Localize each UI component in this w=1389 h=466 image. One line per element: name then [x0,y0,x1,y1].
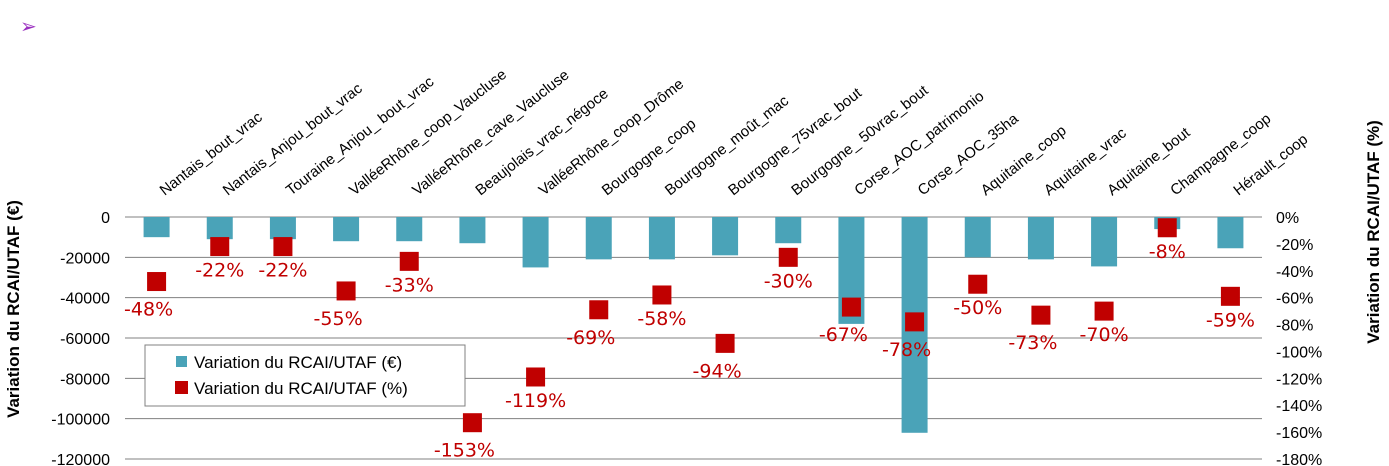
marker-series [147,218,1240,433]
bar [143,217,170,238]
bar [459,217,486,244]
bar [964,217,991,258]
bar [648,217,675,260]
marker-point [715,333,735,353]
legend-box [144,344,466,407]
right-tick-label: -100% [1276,344,1322,361]
marker-point [841,297,861,317]
legend-swatch-bar [176,356,187,367]
category-label: Champagne_coop [1167,110,1274,199]
bar [522,217,549,268]
data-label: -78% [882,339,931,361]
marker-point [210,237,230,257]
right-tick-label: -120% [1276,371,1322,388]
marker-point [968,274,988,294]
legend-swatch-marker [175,381,188,394]
marker-point [652,285,672,305]
left-tick-label: -100000 [51,412,110,429]
category-label: Nantais_bout_vrac [157,108,266,199]
data-label: -69% [566,327,615,349]
legend: Variation du RCAI/UTAF (€) Variation du … [144,344,466,407]
bar [1217,217,1244,249]
bar [1091,217,1118,267]
left-axis-title: Variation du RCAI/UTAF (€) [4,200,23,418]
marker-point [1031,305,1051,325]
marker-point [462,413,482,433]
data-label: -50% [953,297,1002,319]
data-label: -58% [637,308,686,330]
right-tick-label: -180% [1276,452,1322,466]
marker-point [526,367,546,387]
category-labels: Nantais_bout_vracNantais_Anjou_bout_vrac… [157,66,1312,199]
data-label: -59% [1206,309,1255,331]
bar [585,217,612,260]
right-tick-label: -60% [1276,291,1313,308]
right-tick-label: -40% [1276,264,1313,281]
data-label: -30% [764,270,813,292]
left-tick-label: -120000 [51,452,110,466]
marker-point [399,251,419,271]
right-tick-label: -20% [1276,237,1313,254]
data-label: -22% [195,260,244,282]
bar [269,217,296,240]
marker-point [1220,286,1240,306]
bar [333,217,360,242]
left-tick-label: -20000 [60,250,110,267]
right-tick-label: -160% [1276,425,1322,442]
bar [206,217,233,240]
data-label: -119% [505,390,566,412]
data-label: -22% [258,260,307,282]
marker-point [273,237,293,257]
left-tick-label: 0 [101,210,110,227]
data-label: -73% [1008,332,1057,354]
marker-point [336,281,356,301]
legend-label-bar: Variation du RCAI/UTAF (€) [194,353,402,372]
data-label: -153% [434,440,495,462]
bullet-arrow-icon: ➢ [20,14,37,38]
marker-point [589,300,609,320]
data-label: -67% [819,324,868,346]
data-label: -55% [314,308,363,330]
data-label: -70% [1080,324,1129,346]
right-tick-label: 0% [1276,210,1299,227]
right-tick-label: -80% [1276,318,1313,335]
marker-point [147,272,167,292]
marker-point [778,247,798,267]
data-label: -94% [693,360,742,382]
right-axis-title: Variation du RCAI/UTAF (%) [1364,120,1383,344]
bar [775,217,802,244]
left-tick-label: -80000 [60,371,110,388]
data-label: -48% [124,299,173,321]
marker-point [905,312,925,332]
legend-label-marker: Variation du RCAI/UTAF (%) [194,379,408,398]
data-label: -33% [385,274,434,296]
marker-point [1157,218,1177,238]
data-label: -8% [1149,241,1186,263]
left-tick-label: -40000 [60,291,110,308]
bar [1027,217,1054,260]
bar [396,217,423,242]
left-axis-ticks: 0 -20000 -40000 -60000 -80000 -100000 -120000 [51,210,110,466]
right-tick-label: -140% [1276,398,1322,415]
right-axis-ticks: 0% -20% -40% -60% -80% -100% -120% -140% -160% -1… [1276,210,1322,466]
left-tick-label: -60000 [60,331,110,348]
bar [712,217,739,256]
data-labels: -48% -22% -22% -55% -33% -153% -119% -69% -58% -9… [124,241,1255,462]
marker-point [1094,301,1114,321]
